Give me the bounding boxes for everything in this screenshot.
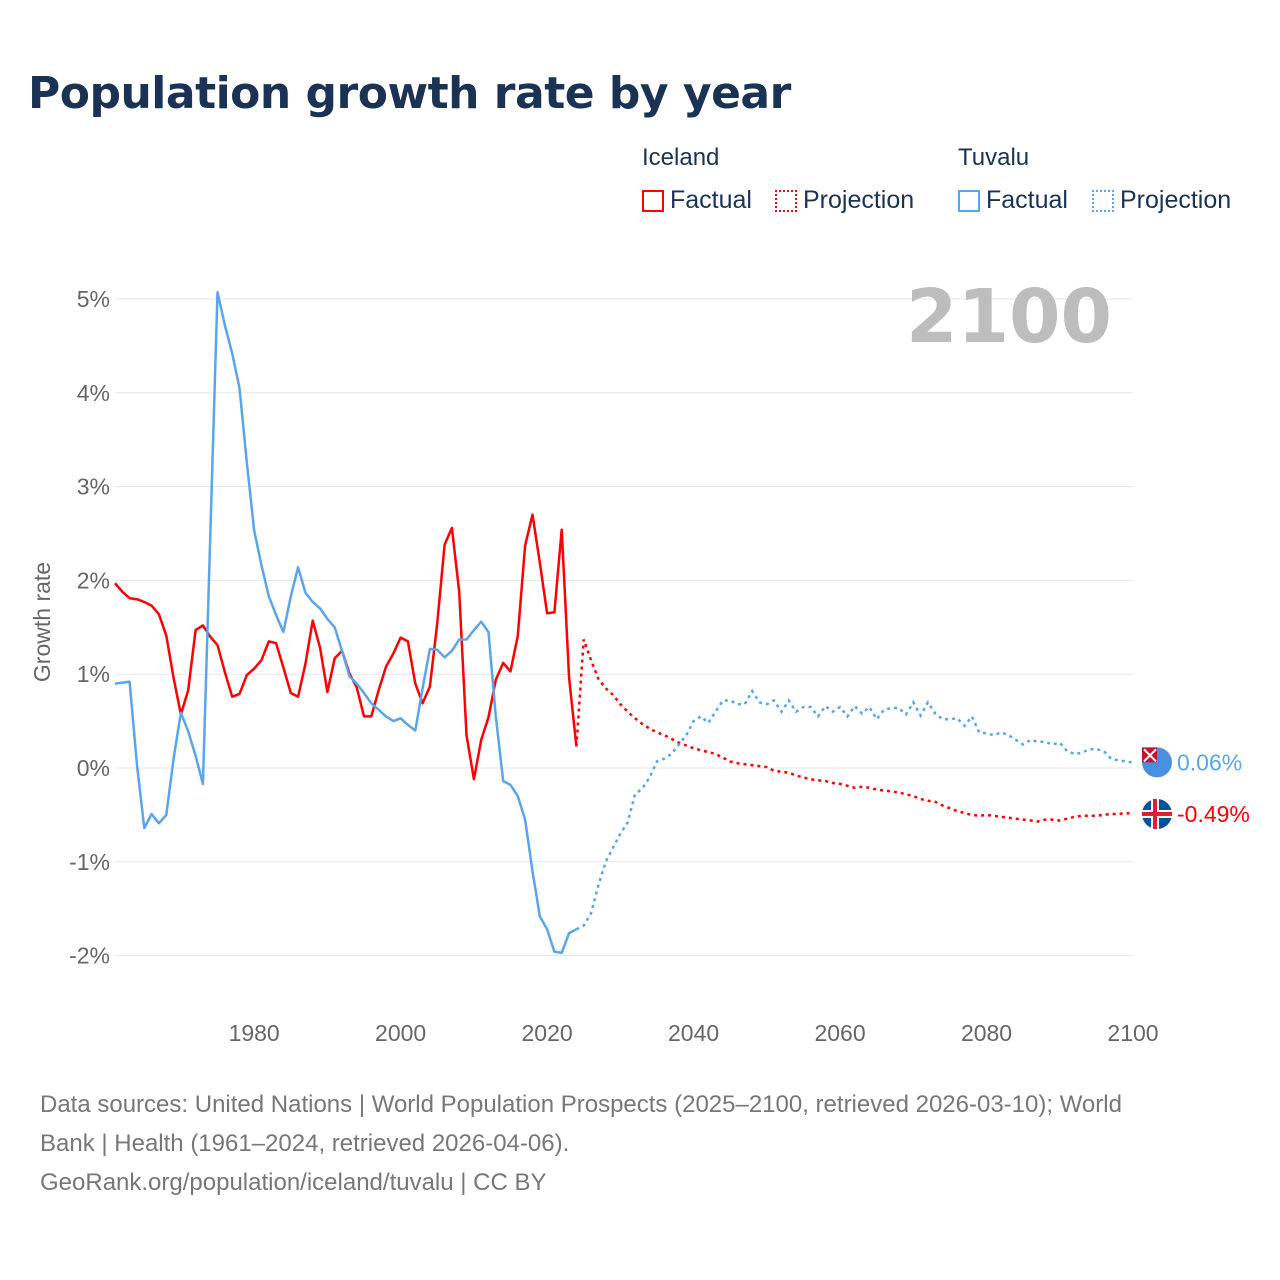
y-tick-label: 4%	[77, 380, 110, 406]
solid-swatch-icon	[642, 189, 664, 212]
y-tick-label: 5%	[77, 286, 110, 312]
plot-area: 5% 4% 3% 2% 1% 0% -1% -2% 1980 2000 2020 2040 2060 20…	[29, 274, 1250, 1046]
legend-iceland-projection[interactable]: Projection	[775, 186, 914, 215]
footer-line: Data sources: United Nations | World Pop…	[40, 1091, 1122, 1118]
x-tick-label: 2060	[814, 1020, 865, 1046]
iceland-projection-line	[575, 639, 1134, 823]
flag-cross	[1143, 748, 1157, 763]
year-overlay: 2100	[906, 274, 1112, 360]
legend-group-iceland: Iceland	[642, 144, 720, 171]
dotted-swatch-icon	[775, 189, 797, 212]
flag-cross	[1153, 798, 1157, 829]
x-tick-label: 1980	[229, 1020, 280, 1046]
y-tick-label: 1%	[77, 661, 110, 687]
legend-tuvalu-factual[interactable]: Factual	[958, 186, 1068, 215]
legend-label: Projection	[1120, 186, 1232, 214]
tuvalu-projection-line	[575, 688, 1134, 931]
y-tick-label: 0%	[77, 755, 110, 781]
iceland-end-label: -0.49%	[1177, 801, 1250, 827]
legend-tuvalu-projection[interactable]: Projection	[1092, 186, 1231, 215]
tuvalu-end-label: 0.06%	[1177, 749, 1242, 775]
y-tick-label: 2%	[77, 567, 110, 593]
y-tick-label: -2%	[69, 943, 110, 969]
legend-label: Factual	[986, 186, 1068, 214]
iceland-factual-line	[114, 513, 578, 781]
x-tick-label: 2020	[522, 1020, 573, 1046]
tuvalu-flag-icon	[1142, 747, 1172, 778]
x-tick-label: 2040	[668, 1020, 719, 1046]
page-title: Population growth rate by year	[28, 68, 791, 119]
dotted-swatch-icon	[1092, 189, 1114, 212]
footer-line: Bank | Health (1961–2024, retrieved 2026…	[40, 1130, 570, 1157]
footer-link[interactable]: GeoRank.org/population/iceland/tuvalu | …	[40, 1169, 547, 1196]
legend-label: Projection	[803, 186, 915, 214]
x-tick-label: 2000	[375, 1020, 426, 1046]
y-tick-label: 3%	[77, 474, 110, 500]
legend-group-tuvalu: Tuvalu	[958, 144, 1030, 171]
legend-label: Factual	[670, 186, 752, 214]
legend-iceland-factual[interactable]: Factual	[642, 186, 752, 215]
iceland-flag-icon	[1142, 798, 1172, 829]
y-axis-label: Growth rate	[29, 562, 55, 682]
y-tick-label: -1%	[69, 849, 110, 875]
footer-sources: Data sources: United Nations | World Pop…	[40, 1085, 1122, 1202]
solid-swatch-icon	[958, 189, 980, 212]
x-tick-label: 2100	[1107, 1020, 1158, 1046]
x-tick-label: 2080	[961, 1020, 1012, 1046]
tuvalu-factual-line	[114, 291, 577, 955]
